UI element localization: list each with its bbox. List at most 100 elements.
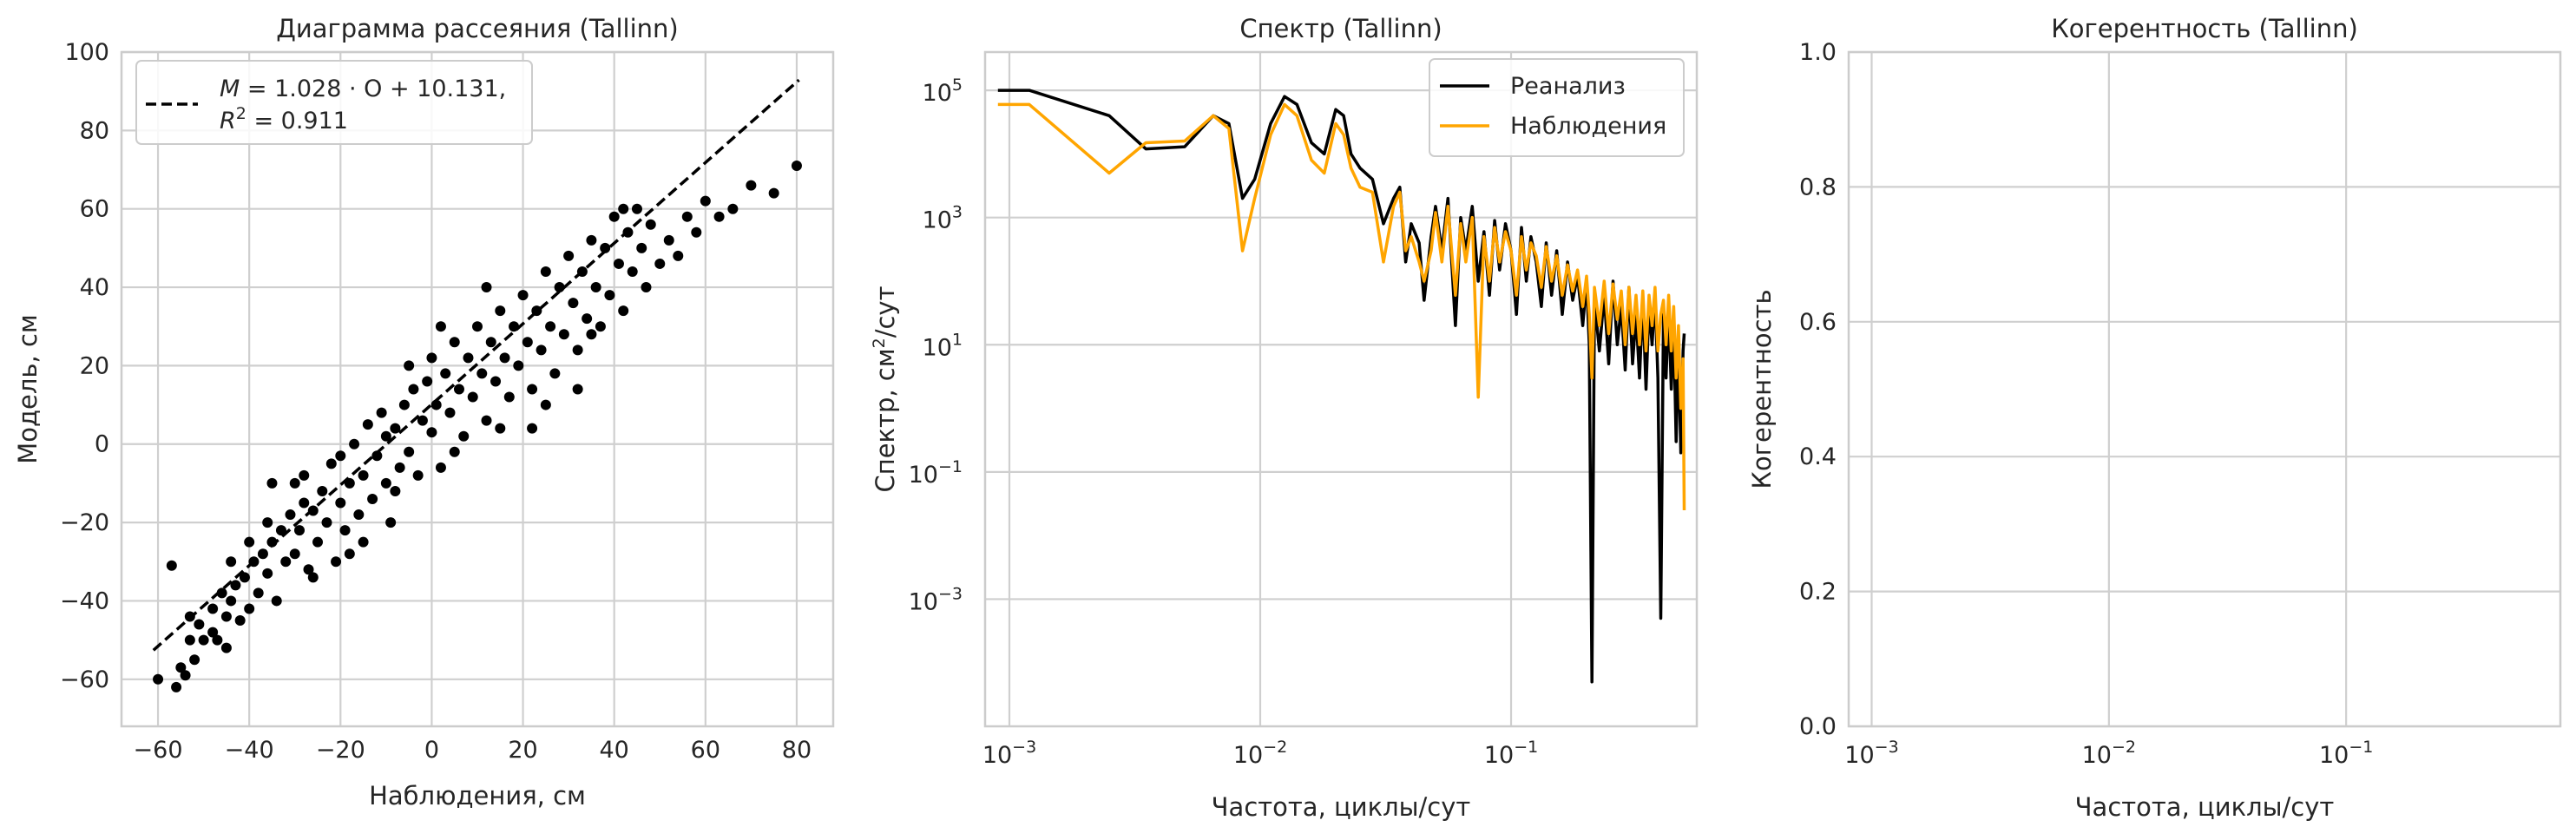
scatter-point — [175, 662, 187, 673]
spectrum-ylabel-prefix: Спектр, см — [871, 348, 900, 492]
scatter-point — [627, 266, 638, 277]
scatter-point — [239, 572, 250, 583]
x-tick-label: 0 — [424, 737, 439, 764]
y-tick-label: 0.8 — [1799, 174, 1837, 200]
scatter-point — [558, 329, 569, 340]
legend-var-r: R — [220, 108, 236, 135]
scatter-point — [618, 305, 629, 317]
spectrum-panel: 10−3 10−2 10−1 105 103 101 10−1 10−3 Спектр (Ta… — [870, 14, 1699, 822]
scatter-point — [367, 493, 378, 504]
scatter-point — [275, 525, 286, 536]
scatter-point — [600, 242, 611, 253]
scatter-point — [527, 384, 538, 395]
scatter-point — [212, 634, 223, 646]
scatter-point — [631, 203, 642, 214]
scatter-point — [226, 556, 237, 568]
coherence-title: Когерентность (Tallinn) — [2051, 14, 2358, 43]
y-tick-label: −40 — [60, 587, 109, 614]
scatter-point — [253, 587, 264, 599]
scatter-point — [540, 266, 551, 277]
scatter-point — [404, 360, 415, 371]
scatter-point — [153, 673, 164, 685]
scatter-point — [220, 611, 232, 622]
scatter-point — [166, 560, 177, 571]
scatter-point — [220, 642, 232, 653]
scatter-point — [180, 670, 191, 681]
scatter-point — [673, 250, 684, 261]
scatter-point — [285, 509, 296, 521]
scatter-point — [440, 368, 451, 379]
scatter-point — [572, 345, 583, 356]
scatter-point — [458, 430, 470, 442]
scatter-point — [271, 595, 282, 607]
spectrum-ylabel-suffix: /сут — [871, 285, 900, 338]
y-tick-label: 0.6 — [1799, 309, 1837, 336]
scatter-point — [430, 399, 442, 410]
scatter-point — [613, 258, 624, 269]
scatter-point — [608, 211, 620, 222]
y-tick-label: 100 — [64, 39, 109, 66]
scatter-point — [545, 321, 556, 332]
legend-box — [135, 60, 533, 145]
scatter-point — [654, 258, 666, 269]
scatter-point — [618, 203, 629, 214]
scatter-point — [467, 391, 478, 403]
scatter-point — [289, 548, 300, 560]
scatter-tick-labels: −60 −40 −20 0 20 40 60 80 −60 −40 −20 0 20 40 60 80 100 — [60, 39, 812, 764]
y-tick-label: 20 — [80, 352, 109, 379]
scatter-point — [490, 376, 502, 387]
coherence-x-axis-label: Частота, циклы/сут — [2075, 792, 2335, 822]
spectrum-axes-frame — [983, 50, 1699, 728]
scatter-point — [358, 469, 369, 481]
y-tick-label: 40 — [80, 274, 109, 301]
scatter-point — [266, 477, 278, 489]
scatter-point — [385, 517, 397, 528]
x-tick-label: 10−1 — [1484, 738, 1538, 769]
scatter-point — [582, 313, 593, 325]
scatter-point — [412, 469, 424, 481]
scatter-point — [262, 517, 273, 528]
y-tick-label: 80 — [80, 117, 109, 144]
scatter-point — [422, 376, 433, 387]
spectrum-legend: Реанализ Наблюдения — [1429, 58, 1685, 157]
scatter-point — [449, 337, 460, 348]
scatter-point — [435, 462, 446, 473]
scatter-point — [485, 337, 496, 348]
x-tick-label: 80 — [782, 737, 812, 764]
scatter-point — [398, 399, 410, 410]
scatter-point — [554, 282, 565, 293]
scatter-point — [230, 580, 241, 591]
scatter-point — [207, 627, 219, 638]
y-tick-label: 0 — [95, 431, 109, 458]
legend-var-m: M — [220, 75, 240, 102]
scatter-point — [299, 497, 310, 509]
y-tick-label: −20 — [60, 509, 109, 536]
scatter-point — [234, 615, 246, 627]
scatter-point — [527, 423, 538, 434]
scatter-point — [641, 282, 652, 293]
scatter-point — [184, 634, 195, 646]
scatter-point — [207, 603, 219, 614]
y-tick-label: 0.2 — [1799, 579, 1837, 606]
scatter-point — [536, 345, 547, 356]
scatter-point — [499, 352, 510, 364]
y-tick-label: 10−3 — [909, 584, 963, 615]
scatter-point — [244, 536, 255, 548]
coherence-panel: 10−3 10−2 10−1 0.0 0.2 0.4 0.6 0.8 1.0 Когерентн… — [1747, 14, 2562, 822]
x-tick-label: −20 — [316, 737, 365, 764]
scatter-axes-frame — [120, 50, 835, 728]
scatter-point — [645, 219, 656, 230]
scatter-point — [691, 226, 702, 238]
spectrum-title: Спектр (Tallinn) — [1239, 14, 1442, 43]
scatter-point — [312, 536, 324, 548]
scatter-point — [472, 321, 483, 332]
spectrum-y-axis-label: Спектр, см2/сут — [870, 285, 900, 492]
scatter-point — [289, 477, 300, 489]
scatter-point — [586, 329, 597, 340]
observations-spectrum-line — [997, 102, 1686, 511]
scatter-y-axis-label: Модель, см — [13, 314, 43, 464]
scatter-point — [681, 211, 693, 222]
scatter-point — [481, 415, 492, 426]
scatter-point — [262, 568, 273, 579]
scatter-point — [299, 469, 310, 481]
